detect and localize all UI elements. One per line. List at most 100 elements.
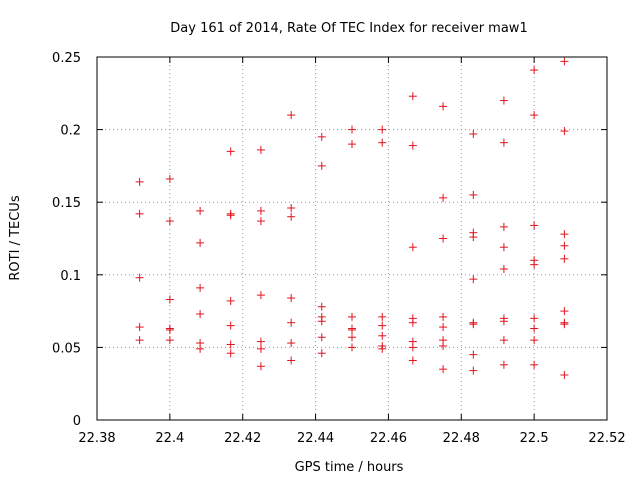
- data-points: [135, 57, 569, 379]
- data-point: [499, 243, 508, 252]
- data-point: [226, 349, 235, 358]
- data-point: [530, 360, 539, 369]
- data-point: [499, 317, 508, 326]
- data-point: [348, 325, 356, 334]
- axis-ticks: [96, 56, 608, 421]
- data-point: [408, 356, 417, 365]
- data-point: [560, 57, 569, 66]
- data-point: [317, 302, 326, 311]
- data-point: [408, 243, 417, 252]
- data-point: [256, 217, 265, 226]
- data-point: [196, 310, 205, 319]
- data-point: [439, 102, 448, 111]
- data-point: [378, 321, 387, 330]
- data-point: [499, 222, 508, 231]
- data-point: [560, 370, 569, 379]
- data-point: [256, 337, 265, 346]
- data-point: [560, 254, 569, 263]
- data-point: [287, 318, 296, 327]
- data-point: [256, 145, 265, 154]
- data-point: [408, 141, 417, 150]
- data-point: [469, 233, 478, 242]
- data-point: [317, 317, 326, 326]
- data-point: [560, 307, 569, 316]
- data-point: [196, 238, 205, 247]
- x-tick-label: 22.4: [155, 431, 184, 446]
- data-point: [135, 209, 144, 218]
- data-point: [530, 221, 539, 230]
- data-point: [530, 314, 539, 323]
- data-point: [408, 318, 417, 327]
- data-point: [378, 138, 387, 147]
- data-point: [499, 138, 508, 147]
- data-point: [560, 127, 569, 136]
- data-point: [560, 241, 569, 250]
- data-point: [348, 333, 356, 342]
- data-point: [348, 343, 356, 352]
- y-tick-label: 0.05: [52, 341, 81, 356]
- data-point: [348, 312, 356, 321]
- data-point: [530, 111, 539, 120]
- data-point: [287, 111, 296, 120]
- x-tick-label: 22.48: [443, 431, 480, 446]
- data-point: [378, 312, 387, 321]
- data-point: [560, 320, 569, 329]
- data-point: [196, 206, 205, 215]
- x-tick-label: 22.44: [297, 431, 334, 446]
- data-point: [135, 273, 144, 282]
- data-point: [469, 366, 478, 375]
- data-point: [287, 339, 296, 348]
- data-point: [439, 323, 448, 332]
- y-tick-label: 0.25: [52, 51, 81, 66]
- tick-labels: 22.38 22.4 22.42 22.44 22.46 22.48 22.5 22.52 0 0…: [52, 51, 626, 446]
- y-axis-label: ROTI / TECUs: [8, 195, 23, 280]
- data-point: [226, 211, 235, 220]
- x-tick-label: 22.46: [370, 431, 407, 446]
- data-point: [287, 212, 296, 221]
- data-point: [165, 336, 174, 345]
- data-point: [196, 283, 205, 292]
- data-point: [256, 291, 265, 300]
- x-axis-label: GPS time / hours: [295, 460, 404, 475]
- data-point: [469, 275, 478, 284]
- data-point: [317, 333, 326, 342]
- data-point: [408, 343, 417, 352]
- x-tick-label: 22.52: [588, 431, 625, 446]
- data-point: [135, 323, 144, 332]
- data-point: [469, 190, 478, 199]
- data-point: [317, 161, 326, 170]
- data-point: [165, 295, 174, 304]
- data-point: [196, 344, 205, 353]
- data-point: [226, 321, 235, 330]
- plot-frame: [96, 56, 608, 421]
- data-point: [378, 331, 387, 340]
- data-point: [499, 336, 508, 345]
- data-point: [348, 125, 356, 134]
- data-point: [560, 230, 569, 239]
- data-point: [287, 204, 296, 213]
- data-point: [530, 336, 539, 345]
- y-tick-label: 0.15: [52, 196, 81, 211]
- data-point: [226, 296, 235, 305]
- data-point: [256, 344, 265, 353]
- y-tick-label: 0: [73, 414, 81, 429]
- data-point: [439, 365, 448, 374]
- chart-title: Day 161 of 2014, Rate Of TEC Index for r…: [170, 21, 527, 36]
- data-point: [317, 349, 326, 358]
- data-point: [469, 320, 478, 329]
- data-point: [165, 325, 174, 334]
- data-point: [287, 294, 296, 303]
- data-point: [439, 193, 448, 202]
- data-point: [469, 350, 478, 359]
- data-point: [378, 344, 387, 353]
- data-point: [439, 341, 448, 350]
- data-point: [439, 312, 448, 321]
- data-point: [226, 147, 235, 156]
- data-point: [499, 360, 508, 369]
- data-point: [530, 260, 539, 269]
- data-point: [226, 340, 235, 349]
- data-point: [530, 324, 539, 333]
- data-point: [378, 125, 387, 134]
- data-point: [135, 177, 144, 186]
